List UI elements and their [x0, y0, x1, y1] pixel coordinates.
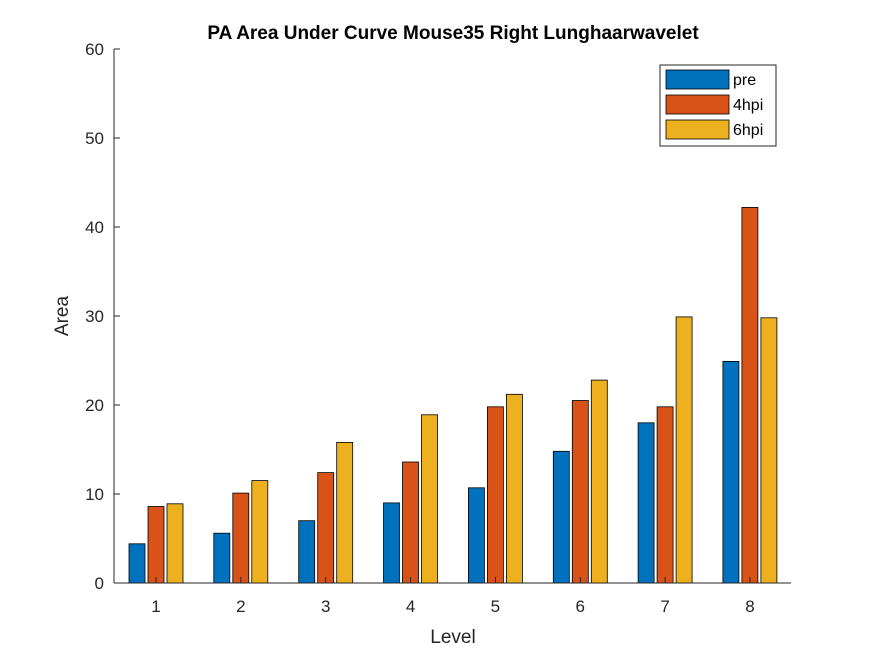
x-tick-label: 3: [321, 597, 330, 616]
bar-4hpi-level-6: [571, 400, 589, 584]
bar-4hpi-level-4: [402, 461, 419, 584]
bar-pre-level-5: [467, 487, 485, 584]
legend-label-pre: pre: [733, 72, 756, 89]
bar-pre-level-4: [383, 502, 400, 584]
bar-pre-level-1: [128, 543, 146, 584]
chart-title: PA Area Under Curve Mouse35 Right Lungha…: [207, 23, 699, 44]
x-tick-label: 7: [660, 597, 669, 616]
y-tick-label: 40: [85, 218, 104, 237]
bar-6hpi-level-6: [590, 379, 608, 584]
x-tick-label: 5: [491, 597, 500, 616]
bar-6hpi-level-2: [251, 480, 269, 584]
bar-pre-level-8: [722, 360, 740, 584]
y-axis-label: Area: [52, 296, 73, 337]
bar-6hpi-level-3: [336, 441, 354, 584]
x-tick-label: 6: [576, 597, 585, 616]
y-tick-label: 0: [95, 574, 104, 593]
bar-6hpi-level-5: [505, 393, 523, 584]
bar-pre-level-6: [552, 450, 570, 584]
x-tick-label: 1: [151, 597, 160, 616]
x-tick-label: 8: [745, 597, 754, 616]
bar-4hpi-level-7: [656, 406, 674, 584]
y-tick-label: 10: [85, 485, 104, 504]
y-tick-label: 60: [85, 40, 104, 59]
bar-4hpi-level-5: [486, 406, 504, 584]
y-tick-label: 30: [85, 307, 104, 326]
y-tick-label: 50: [85, 129, 104, 148]
x-tick-label: 4: [406, 597, 415, 616]
legend-label-4hpi: 4hpi: [733, 97, 763, 114]
bar-pre-level-7: [637, 422, 655, 584]
bar-4hpi-level-2: [232, 492, 250, 584]
bar-4hpi-level-8: [741, 206, 759, 584]
legend-label-6hpi: 6hpi: [733, 122, 763, 139]
y-tick-label: 20: [85, 396, 104, 415]
bar-pre-level-3: [298, 520, 316, 584]
bars-layer: [128, 206, 778, 584]
bar-pre-level-2: [213, 532, 231, 584]
legend-swatch-pre: [665, 69, 730, 90]
legend: pre 4hpi 6hpi: [659, 64, 777, 147]
bar-4hpi-level-3: [317, 472, 335, 584]
bar-6hpi-level-8: [760, 317, 778, 584]
x-tick-label: 2: [236, 597, 245, 616]
bar-6hpi-level-7: [675, 316, 693, 584]
legend-swatch-6hpi: [665, 119, 730, 140]
x-axis-label: Level: [430, 627, 475, 648]
bar-6hpi-level-1: [166, 503, 184, 584]
ticks-layer: 1 2 3 4 5 6 7 8 0 10 20 30 40 50 60: [85, 40, 755, 616]
bar-6hpi-level-4: [421, 414, 438, 584]
bar-4hpi-level-1: [147, 506, 165, 584]
legend-swatch-4hpi: [665, 94, 730, 115]
